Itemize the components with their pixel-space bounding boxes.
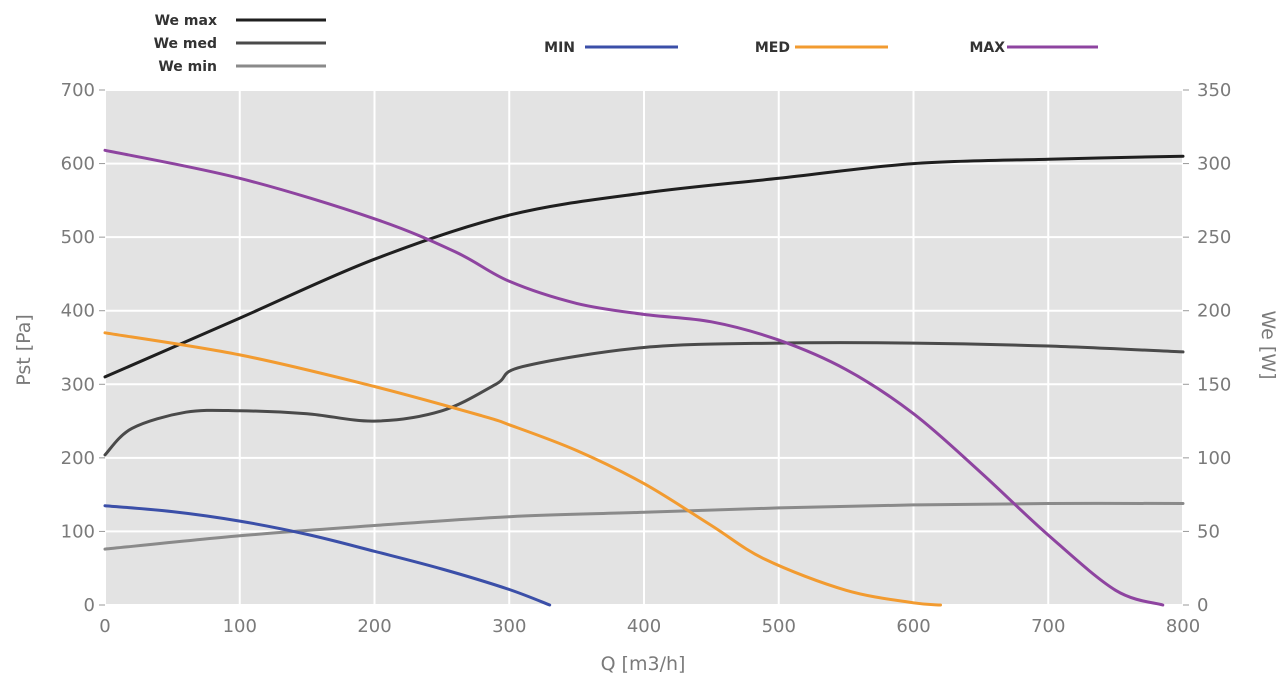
x-tick-label: 300	[492, 616, 526, 637]
x-tick-label: 500	[762, 616, 796, 637]
y2-tick-label: 200	[1197, 301, 1231, 322]
y-axis-title: Pst [Pa]	[13, 314, 35, 386]
legend-power: We max We med We min	[154, 13, 326, 75]
y2-tick-label: 50	[1197, 521, 1220, 542]
series-line-med	[103, 331, 942, 607]
legend-pressure: MIN MED MAX	[544, 40, 1098, 56]
series-lines	[103, 148, 1185, 607]
y-tick-label: 500	[61, 227, 95, 248]
x-tick-label: 100	[223, 616, 257, 637]
y2-tick-label: 0	[1197, 595, 1208, 616]
y2-tick-label: 350	[1197, 80, 1231, 101]
legend-label-med: MED	[755, 40, 790, 56]
y-tick-label: 400	[61, 301, 95, 322]
y-tick-label: 300	[61, 374, 95, 395]
y-tick-label: 100	[61, 521, 95, 542]
legend-label-max: MAX	[969, 40, 1005, 56]
tick-labels: 0 100 200 300 400 500 600 700 800010020030040050…	[61, 80, 1232, 637]
y2-tick-label: 100	[1197, 448, 1231, 469]
x-tick-label: 200	[357, 616, 391, 637]
x-tick-label: 400	[627, 616, 661, 637]
series-line-we-max	[103, 154, 1185, 379]
y2-axis-title: We [W]	[1257, 310, 1279, 379]
x-tick-label: 800	[1166, 616, 1200, 637]
y2-tick-label: 300	[1197, 154, 1231, 175]
y2-tick-label: 150	[1197, 374, 1231, 395]
y-tick-label: 200	[61, 448, 95, 469]
series-line-we-med	[103, 341, 1185, 457]
series-line-we-min	[103, 501, 1185, 551]
y2-tick-label: 250	[1197, 227, 1231, 248]
x-tick-label: 700	[1031, 616, 1065, 637]
series-line-min	[103, 504, 552, 607]
x-tick-label: 0	[99, 616, 110, 637]
x-tick-label: 600	[896, 616, 930, 637]
y-tick-label: 0	[84, 595, 95, 616]
y-tick-label: 600	[61, 154, 95, 175]
grid	[104, 89, 1184, 606]
series-line-max	[103, 148, 1165, 607]
x-axis-title: Q [m3/h]	[601, 653, 686, 675]
legend-label-we-min: We min	[158, 59, 217, 75]
legend-label-we-med: We med	[154, 36, 217, 52]
y-tick-label: 700	[61, 80, 95, 101]
legend-label-we-max: We max	[155, 13, 217, 29]
legend-label-min: MIN	[544, 40, 575, 56]
